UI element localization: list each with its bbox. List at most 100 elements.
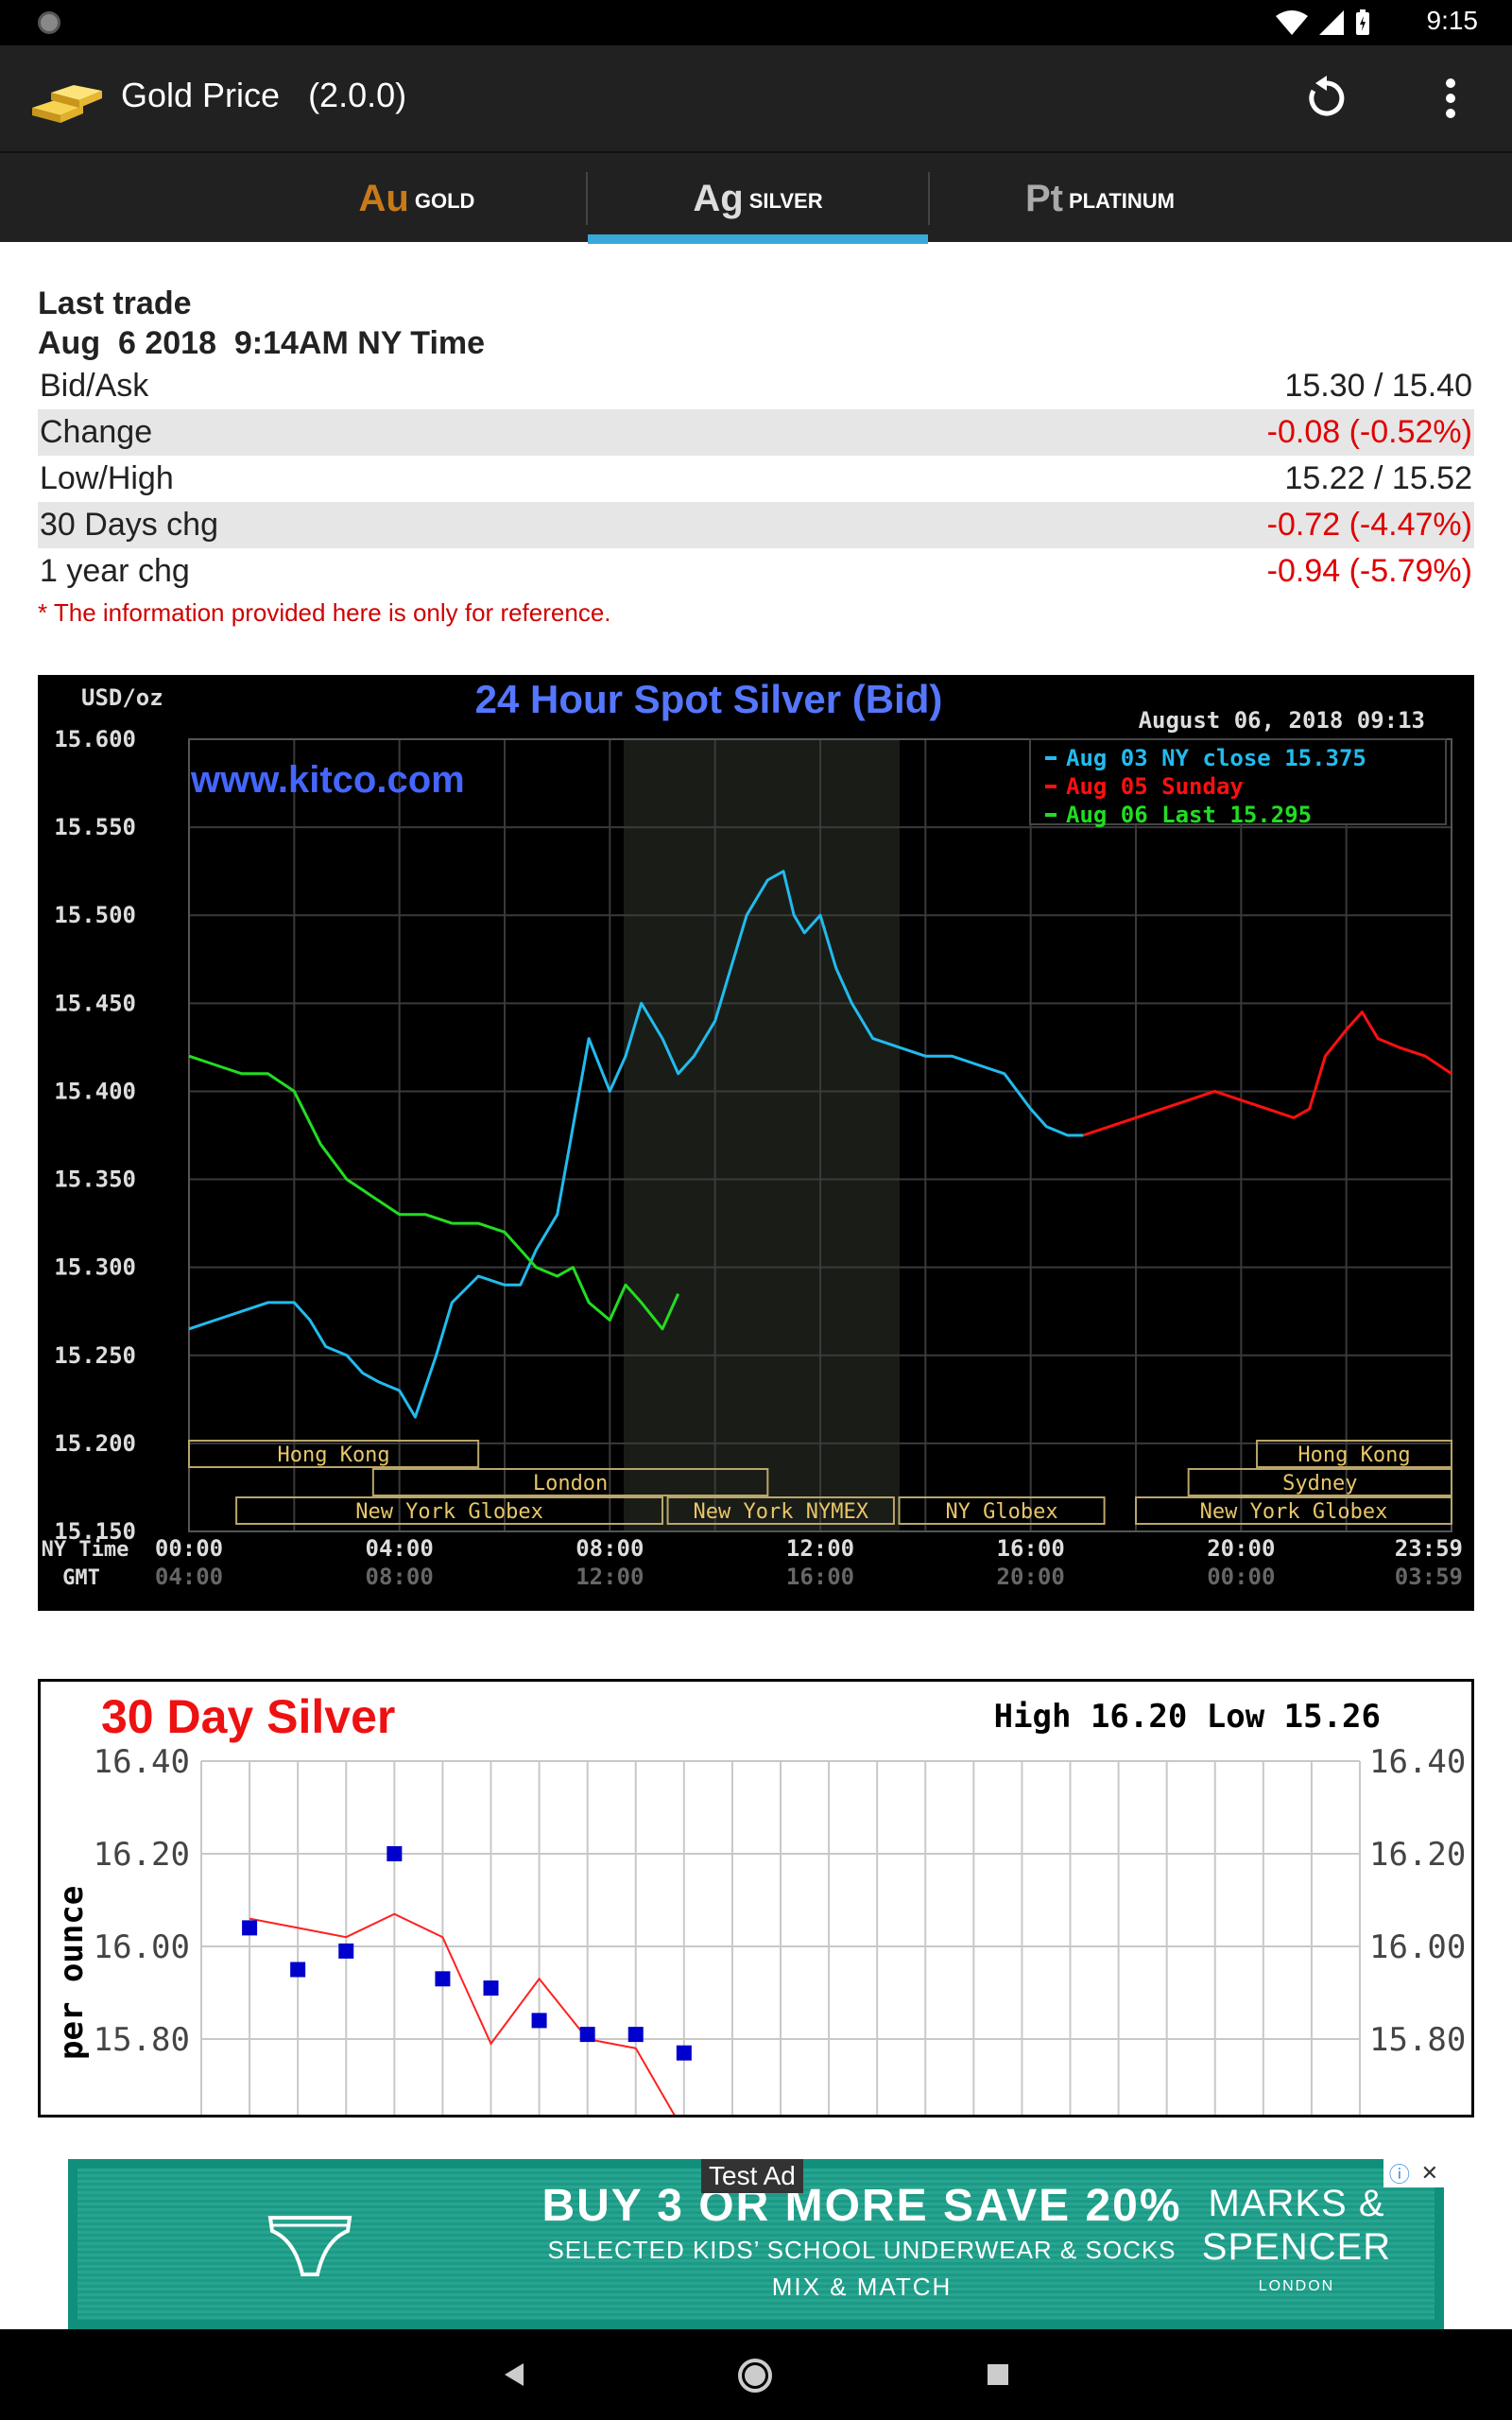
price-series-line bbox=[188, 1054, 680, 1331]
x-tick-label-gmt: 04:00 bbox=[155, 1564, 223, 1590]
x-tick-label-ny: 04:00 bbox=[366, 1535, 434, 1562]
y-tick-label-right: 15.60 bbox=[1369, 2114, 1466, 2115]
chart-series bbox=[242, 1846, 692, 2115]
trade-row: Bid/Ask 15.30 / 15.40 bbox=[38, 363, 1474, 409]
tab-gold-symbol: Au bbox=[358, 177, 409, 219]
trade-row-value: -0.72 (-4.47%) bbox=[1266, 507, 1472, 543]
daily-price-point bbox=[579, 2027, 595, 2043]
y-tick-label-left: 15.80 bbox=[94, 2021, 190, 2059]
y-tick-label: 15.150 bbox=[54, 1518, 136, 1545]
legend-swatch bbox=[1045, 813, 1057, 817]
spot-silver-24h-chart: Hong Kong London New York Globex New York N… bbox=[38, 675, 1474, 1611]
price-lines bbox=[188, 870, 1452, 1419]
chart-title: 24 Hour Spot Silver (Bid) bbox=[475, 677, 943, 721]
info-icon: ⓘ bbox=[1388, 2163, 1410, 2187]
clock: 9:15 bbox=[1426, 6, 1479, 35]
session-bar bbox=[188, 1440, 480, 1468]
kitco-watermark: www.kitco.com bbox=[190, 759, 465, 801]
chart-gridlines bbox=[188, 738, 1452, 1532]
y-tick-label: 15.600 bbox=[54, 726, 136, 752]
notification-icon bbox=[38, 11, 60, 34]
y-tick-label-left: 16.20 bbox=[94, 1836, 190, 1874]
trading-sessions: Hong Kong London New York Globex New York N… bbox=[188, 1440, 1452, 1525]
app-bar: Gold Price (2.0.0) bbox=[0, 45, 1512, 151]
back-icon[interactable] bbox=[501, 2361, 527, 2388]
x-axis-gmt-label: GMT bbox=[62, 1566, 100, 1590]
x-tick-label-ny: 00:00 bbox=[155, 1535, 223, 1562]
chart-title: 30 Day Silver bbox=[101, 1690, 395, 1743]
tab-silver[interactable]: Ag SILVER bbox=[588, 153, 928, 244]
y-axis-label: per ounce bbox=[53, 1886, 91, 2060]
trade-row: Change -0.08 (-0.52%) bbox=[38, 409, 1474, 456]
signal-icon bbox=[1319, 10, 1344, 35]
x-tick-label-gmt: 08:00 bbox=[366, 1564, 434, 1590]
y-tick-label: 15.250 bbox=[54, 1342, 136, 1369]
recents-icon[interactable] bbox=[985, 2361, 1011, 2388]
ad-brand-name: MARKS & SPENCER bbox=[1201, 2183, 1392, 2268]
trade-row-label: Low/High bbox=[40, 460, 174, 496]
ad-choices-icon[interactable]: ⓘ ✕ bbox=[1383, 2159, 1444, 2187]
silver-30-day-svg: 16.40 16.40 16.20 16.20 16.00 16.00 15.80 15.80… bbox=[53, 1690, 1466, 2115]
tab-divider bbox=[586, 172, 588, 225]
close-icon[interactable]: ✕ bbox=[1420, 2161, 1439, 2185]
tab-silver-label: SILVER bbox=[748, 189, 823, 213]
y-tick-label-left: 15.60 bbox=[94, 2114, 190, 2115]
trade-row-value: -0.94 (-5.79%) bbox=[1266, 553, 1472, 589]
y-tick-labels: 15.600 15.550 15.500 15.450 15.400 15.350 15.3… bbox=[54, 726, 136, 1545]
x-tick-label-ny: 20:00 bbox=[1207, 1535, 1275, 1562]
session-label: NY Globex bbox=[945, 1500, 1057, 1524]
ad-subline-2: MIX & MATCH bbox=[771, 2273, 953, 2301]
y-tick-label-right: 16.00 bbox=[1369, 1928, 1466, 1966]
trade-row: 30 Days chg -0.72 (-4.47%) bbox=[38, 502, 1474, 548]
more-options-icon[interactable] bbox=[1436, 74, 1465, 123]
price-series-line bbox=[188, 870, 1084, 1419]
spot-silver-24h-svg: Hong Kong London New York Globex New York N… bbox=[42, 677, 1463, 1590]
session-label: New York Globex bbox=[355, 1500, 543, 1524]
tab-platinum-symbol: Pt bbox=[1024, 177, 1063, 219]
tab-silver-symbol: Ag bbox=[693, 177, 744, 219]
ad-banner[interactable]: Test Ad ⓘ ✕ BUY 3 OR MORE SAVE 20% SELECT… bbox=[68, 2159, 1444, 2329]
y-tick-label-right: 16.20 bbox=[1369, 1836, 1466, 1874]
y-tick-label-right: 16.40 bbox=[1369, 1743, 1466, 1781]
x-tick-label-ny: 23:59 bbox=[1395, 1535, 1463, 1562]
daily-price-point bbox=[387, 1846, 403, 1861]
x-tick-label-ny: 08:00 bbox=[576, 1535, 644, 1562]
session-label: New York NYMEX bbox=[694, 1500, 869, 1524]
gold-bars-icon bbox=[32, 85, 102, 123]
daily-price-point bbox=[338, 1943, 354, 1959]
app-title: Gold Price (2.0.0) bbox=[121, 76, 407, 114]
y-tick-label: 15.550 bbox=[54, 814, 136, 840]
session-bar bbox=[1187, 1468, 1452, 1496]
trade-row: 1 year chg -0.94 (-5.79%) bbox=[38, 548, 1474, 595]
price-series-line bbox=[1082, 1011, 1452, 1137]
underwear-icon bbox=[267, 2216, 352, 2276]
tab-gold[interactable]: Au GOLD bbox=[248, 153, 586, 244]
x-tick-label-gmt: 03:59 bbox=[1395, 1564, 1463, 1590]
y-tick-label-left: 16.40 bbox=[94, 1743, 190, 1781]
x-tick-label-gmt: 16:00 bbox=[786, 1564, 854, 1590]
daily-price-point bbox=[435, 1971, 451, 1987]
x-tick-label-ny: 16:00 bbox=[997, 1535, 1065, 1562]
home-icon[interactable] bbox=[737, 2358, 773, 2394]
daily-price-point bbox=[531, 2013, 547, 2029]
tab-platinum[interactable]: Pt PLATINUM bbox=[930, 153, 1270, 244]
refresh-icon[interactable] bbox=[1302, 74, 1351, 123]
nymex-session-shade bbox=[624, 739, 900, 1531]
tab-platinum-label: PLATINUM bbox=[1068, 189, 1176, 213]
x-tick-label-ny: 12:00 bbox=[786, 1535, 854, 1562]
ad-brand: MARKS & SPENCER LONDON bbox=[1174, 2182, 1419, 2295]
x-axis-ny-label: NY Time bbox=[42, 1538, 129, 1562]
test-ad-tag: Test Ad bbox=[701, 2159, 803, 2193]
high-low-summary: High 16.20 Low 15.26 bbox=[994, 1698, 1381, 1736]
x-tick-label-gmt: 00:00 bbox=[1207, 1564, 1275, 1590]
session-bar bbox=[371, 1468, 769, 1496]
ad-copy: BUY 3 OR MORE SAVE 20% SELECTED KIDS’ SC… bbox=[503, 2180, 1221, 2302]
x-tick-labels: 00:00 04:00 08:00 12:00 16:00 20:00 23:5904:00… bbox=[155, 1535, 1463, 1590]
trade-row-label: Bid/Ask bbox=[40, 368, 149, 404]
plot-frame bbox=[188, 738, 1452, 1532]
session-bar bbox=[666, 1496, 895, 1525]
legend-entry: Aug 05 Sunday bbox=[1066, 773, 1244, 800]
legend-entry: Aug 06 Last 15.295 bbox=[1066, 802, 1312, 828]
silver-30-day-chart: 16.40 16.40 16.20 16.20 16.00 16.00 15.80 15.80… bbox=[38, 1679, 1474, 2118]
